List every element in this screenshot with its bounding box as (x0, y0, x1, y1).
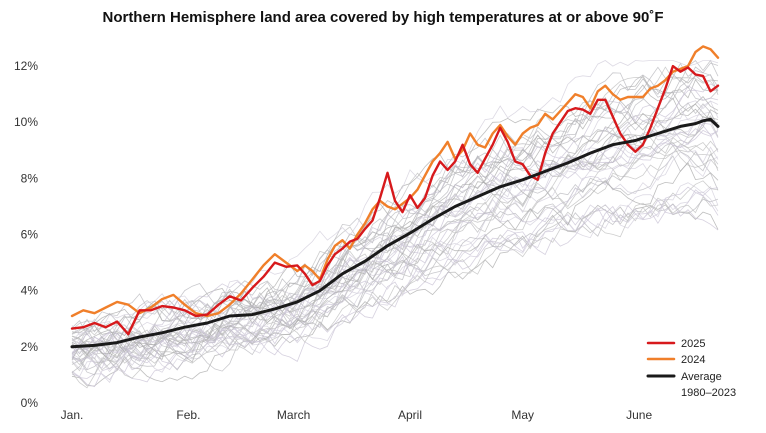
historical-year-line (71, 66, 719, 349)
y-tick-label: 10% (14, 115, 38, 129)
historical-year-line (71, 129, 719, 358)
historical-year-line (71, 120, 719, 361)
historical-year-line (71, 83, 719, 350)
legend-label-2024: 2024 (681, 354, 705, 366)
legend: 2025 2024 Average 1980–2023 (646, 338, 736, 399)
legend-label-historical: 1980–2023 (681, 387, 736, 399)
historical-year-line (71, 109, 719, 360)
historical-year-line (71, 203, 719, 388)
historical-year-line (71, 122, 719, 369)
y-tick-label: 0% (21, 396, 39, 410)
series-line-2025 (70, 64, 720, 336)
x-axis: Jan. Feb. March April May June (61, 408, 653, 422)
historical-year-line (71, 180, 719, 389)
series-line-average (70, 117, 720, 349)
series-lines (70, 45, 720, 349)
x-tick-label: March (277, 408, 310, 422)
legend-label-average: Average (681, 371, 722, 383)
historical-year-line (71, 74, 719, 342)
historical-year-line (71, 191, 719, 384)
chart-title: Northern Hemisphere land area covered by… (102, 9, 663, 26)
y-tick-label: 12% (14, 59, 38, 73)
historical-year-line (71, 186, 719, 383)
historical-year-line (71, 59, 719, 330)
x-tick-label: Feb. (176, 408, 200, 422)
y-tick-label: 4% (21, 284, 39, 298)
historical-year-line (71, 60, 719, 336)
y-tick-label: 6% (21, 228, 39, 242)
historical-year-line (71, 114, 719, 362)
historical-year-line (71, 187, 719, 371)
historical-year-line (71, 97, 719, 352)
historical-years-lines (71, 59, 719, 389)
x-tick-label: June (626, 408, 652, 422)
y-axis: 0% 2% 4% 6% 8% 10% 12% (14, 59, 38, 410)
x-tick-label: May (511, 408, 534, 422)
historical-year-line (71, 162, 719, 363)
historical-year-line (71, 144, 719, 356)
series-line-2024 (70, 45, 720, 318)
historical-year-line (71, 141, 719, 358)
legend-label-2025: 2025 (681, 338, 705, 350)
historical-year-line (71, 198, 719, 373)
historical-year-line (71, 204, 719, 387)
historical-year-line (71, 128, 719, 359)
x-tick-label: April (398, 408, 422, 422)
y-tick-label: 8% (21, 171, 39, 185)
historical-year-line (71, 108, 719, 345)
x-tick-label: Jan. (61, 408, 84, 422)
y-tick-label: 2% (21, 340, 39, 354)
historical-year-line (71, 91, 719, 359)
